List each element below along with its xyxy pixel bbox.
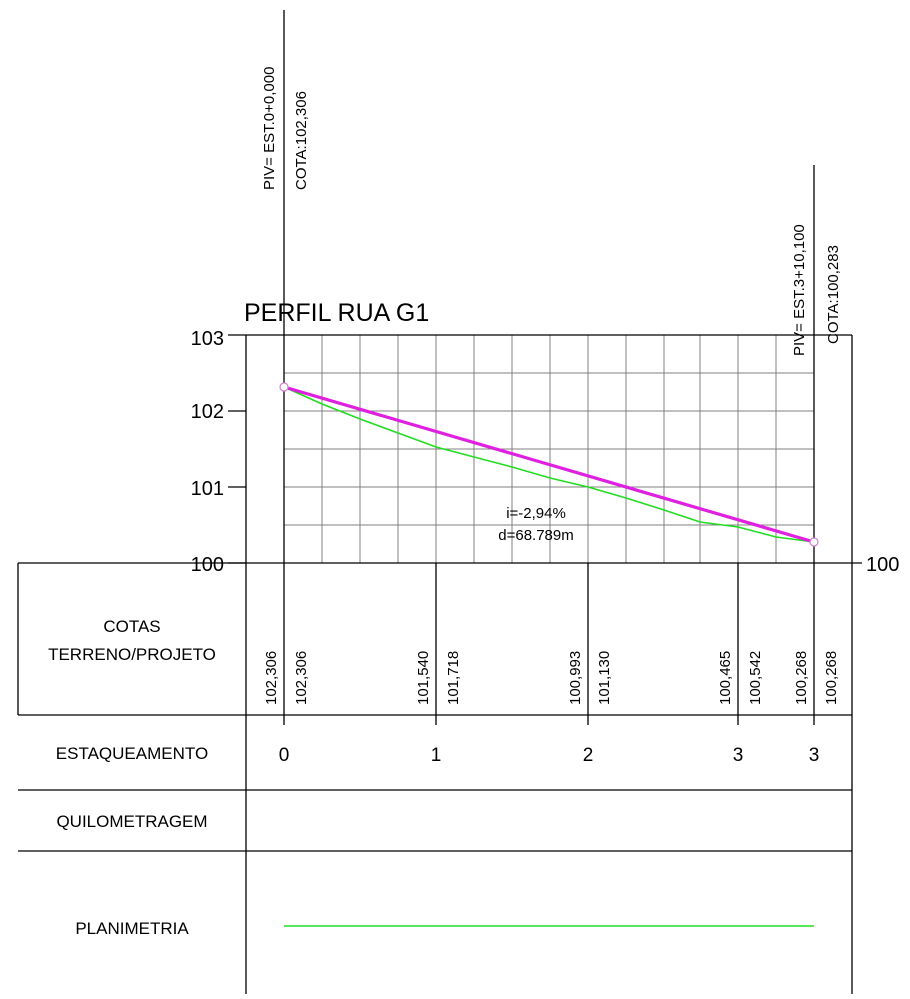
station-label-3: 3 bbox=[733, 745, 744, 766]
frame bbox=[17, 10, 862, 994]
y-tick-102: 102 bbox=[191, 401, 224, 423]
piv-start-station: PIV= EST.0+0,000 bbox=[261, 67, 278, 190]
piv-end-elevation: COTA:100,283 bbox=[825, 245, 842, 344]
cota-projeto-1: 101,718 bbox=[445, 651, 462, 705]
cota-terreno-2: 100,993 bbox=[567, 651, 584, 705]
project-line bbox=[283, 385, 815, 544]
cota-projeto-0: 102,306 bbox=[293, 651, 310, 705]
distance-label: d=68.789m bbox=[498, 527, 573, 544]
station-label-1: 1 bbox=[431, 745, 442, 766]
row-label-estaqueamento: ESTAQUEAMENTO bbox=[56, 744, 208, 763]
piv-end-station: PIV= EST.3+10,100 bbox=[791, 224, 808, 356]
y-tick-103: 103 bbox=[191, 328, 224, 350]
row-label-planimetria: PLANIMETRIA bbox=[75, 919, 189, 938]
row-label-cotas-line1: COTAS bbox=[103, 617, 160, 636]
cota-terreno-0: 102,306 bbox=[263, 651, 280, 705]
cota-projeto-3: 100,542 bbox=[747, 651, 764, 705]
cota-projeto-4: 100,268 bbox=[823, 651, 840, 705]
piv-start-marker bbox=[279, 382, 289, 392]
y-tick-101: 101 bbox=[191, 478, 224, 500]
cota-terreno-4: 100,268 bbox=[793, 651, 810, 705]
y-tick-100: 100 bbox=[191, 554, 224, 576]
station-label-2: 2 bbox=[583, 745, 594, 766]
cota-terreno-3: 100,465 bbox=[717, 651, 734, 705]
station-label-4: 3 bbox=[809, 745, 820, 766]
cota-terreno-1: 101,540 bbox=[415, 651, 432, 705]
station-label-0: 0 bbox=[279, 745, 290, 766]
profile-title: PERFIL RUA G1 bbox=[244, 299, 429, 327]
terrain-line bbox=[283, 386, 815, 543]
piv-start-elevation: COTA:102,306 bbox=[293, 91, 310, 190]
y-tick-right-100: 100 bbox=[866, 554, 899, 576]
cota-projeto-2: 101,130 bbox=[596, 651, 613, 705]
row-label-cotas-line2: TERRENO/PROJETO bbox=[48, 645, 216, 664]
slope-label: i=-2,94% bbox=[506, 505, 566, 522]
grid bbox=[284, 335, 814, 563]
row-label-quilometragem: QUILOMETRAGEM bbox=[56, 812, 207, 831]
piv-end-marker bbox=[809, 537, 819, 547]
